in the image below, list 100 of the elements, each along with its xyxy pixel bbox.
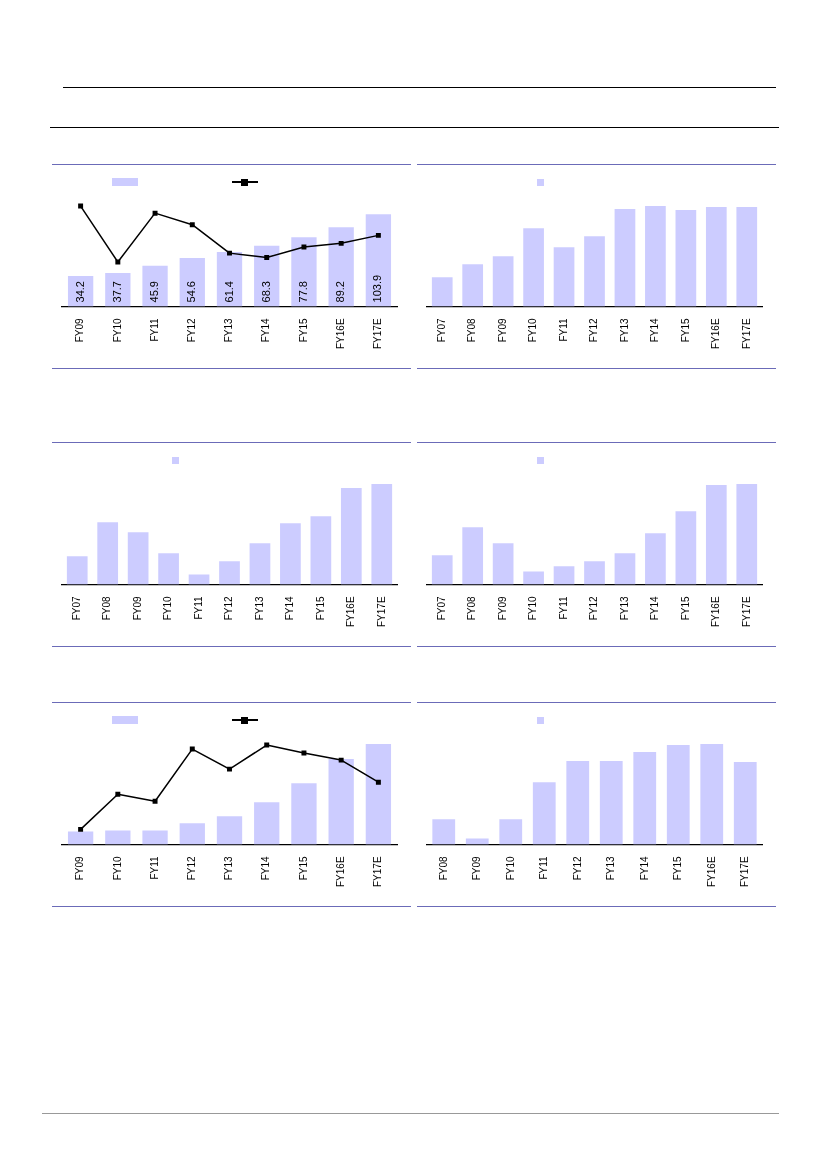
bar <box>523 228 544 307</box>
x-tick-label: FY14 <box>649 318 661 343</box>
point <box>264 255 270 261</box>
x-tick-label: FY10 <box>504 856 516 881</box>
x-tick-label: FY17E <box>375 596 387 628</box>
bar <box>492 256 514 307</box>
x-tick-label: FY14 <box>260 856 272 881</box>
x-tick-label: FY11 <box>148 856 160 880</box>
data-label: 68.3 <box>259 281 272 303</box>
bar <box>633 752 657 845</box>
bar <box>291 237 317 307</box>
x-tick-label: FY10 <box>527 596 539 621</box>
x-tick-label: FY16E <box>334 856 346 888</box>
bar <box>431 555 453 585</box>
bar <box>700 744 724 845</box>
bar <box>614 553 636 585</box>
bar <box>310 516 332 585</box>
bar <box>736 207 758 307</box>
bar <box>340 488 362 585</box>
x-tick-label: FY17E <box>740 318 752 350</box>
x-tick-label: FY15 <box>297 856 309 881</box>
x-tick-label: FY11 <box>538 856 549 880</box>
bar <box>431 277 453 307</box>
x-tick-label: FY16E <box>705 856 717 888</box>
data-label: 103.9 <box>371 274 384 303</box>
point <box>264 742 270 748</box>
x-tick-label: FY08 <box>466 318 478 343</box>
x-tick-label: FY14 <box>260 318 272 343</box>
x-tick-label: FY09 <box>131 596 143 621</box>
x-tick-label: FY09 <box>496 596 508 621</box>
bar <box>675 210 697 307</box>
bar <box>462 527 484 585</box>
x-tick-label: FY10 <box>162 596 174 621</box>
x-tick-label: FY08 <box>437 856 449 881</box>
x-tick-label: FY14 <box>649 596 661 621</box>
x-tick-label: FY16E <box>710 596 722 628</box>
data-label: 54.6 <box>185 281 198 303</box>
x-tick-label: FY10 <box>111 318 123 343</box>
bar <box>216 816 243 845</box>
x-tick-label: FY11 <box>557 596 569 620</box>
point <box>338 240 344 246</box>
x-tick-label: FY12 <box>588 318 600 343</box>
bar <box>179 823 205 845</box>
bar <box>666 745 690 845</box>
x-tick-label: FY15 <box>672 856 683 881</box>
point <box>78 203 84 209</box>
x-tick-label: FY15 <box>679 318 691 343</box>
point <box>152 798 158 804</box>
bar <box>188 574 210 585</box>
x-tick-label: FY13 <box>618 596 630 621</box>
data-label: 37.7 <box>110 281 123 303</box>
bar <box>66 556 88 585</box>
x-tick-label: FY11 <box>557 318 569 342</box>
x-tick-label: FY09 <box>74 318 86 343</box>
bar <box>254 245 280 307</box>
bar <box>599 761 623 845</box>
bar <box>67 831 94 845</box>
x-tick-label: FY11 <box>148 318 160 342</box>
x-tick-label: FY12 <box>588 596 600 621</box>
data-label: 61.4 <box>222 281 235 303</box>
x-tick-label: FY13 <box>223 318 235 343</box>
x-tick-label: FY12 <box>186 856 198 881</box>
bar <box>553 247 575 307</box>
data-label: 34.2 <box>73 281 86 303</box>
point <box>189 222 195 228</box>
x-tick-label: FY08 <box>466 596 478 621</box>
point <box>227 250 232 256</box>
bar <box>97 522 119 585</box>
point <box>115 791 121 797</box>
x-tick-label: FY07 <box>70 596 82 621</box>
x-tick-label: FY11 <box>192 596 204 620</box>
bar <box>733 762 757 845</box>
point <box>78 826 84 832</box>
bar <box>365 744 392 845</box>
bar <box>705 485 727 585</box>
bar <box>462 264 484 307</box>
bar <box>371 484 393 585</box>
bar <box>553 566 575 585</box>
x-tick-label: FY13 <box>618 318 630 343</box>
x-tick-label: FY16E <box>345 596 357 628</box>
bar <box>328 227 354 307</box>
x-tick-label: FY15 <box>679 596 691 621</box>
bar <box>249 543 271 585</box>
point <box>152 210 158 216</box>
bar <box>127 532 149 585</box>
x-tick-label: FY10 <box>111 856 123 881</box>
x-tick-label: FY08 <box>101 596 113 621</box>
point <box>375 779 381 785</box>
x-tick-label: FY10 <box>527 318 539 343</box>
bar <box>280 523 301 585</box>
x-tick-label: FY13 <box>253 596 265 621</box>
x-tick-label: FY12 <box>571 856 583 881</box>
bar <box>219 561 240 585</box>
point <box>375 232 381 238</box>
x-tick-label: FY09 <box>74 856 86 881</box>
bar <box>566 761 590 845</box>
x-tick-label: FY17E <box>740 596 752 628</box>
bar <box>465 838 489 845</box>
bar <box>105 830 131 845</box>
x-tick-label: FY13 <box>223 856 235 881</box>
